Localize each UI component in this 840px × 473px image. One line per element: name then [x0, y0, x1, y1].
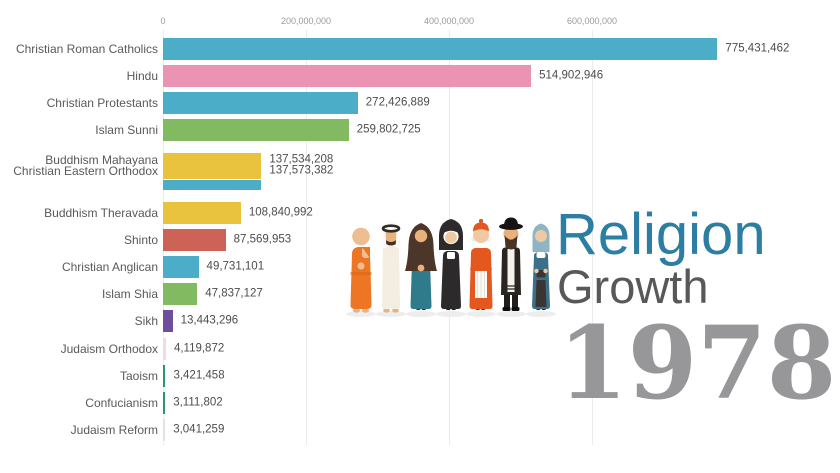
bar [163, 338, 166, 360]
category-label: Buddhism Theravada [44, 205, 158, 220]
value-label: 3,421,458 [173, 369, 225, 382]
value-label: 4,119,872 [173, 342, 225, 355]
value-label: 775,431,462 [725, 42, 790, 55]
catholic-nun-icon [439, 219, 463, 310]
value-label: 259,802,725 [356, 123, 421, 136]
bar [163, 392, 166, 414]
buddhist-monk-icon [350, 227, 372, 313]
value-label: 13,443,296 [180, 314, 239, 327]
axis-tick-label: 600,000,000 [566, 16, 618, 26]
jewish-rabbi-icon [499, 217, 523, 311]
value-label: 514,902,946 [539, 69, 604, 82]
axis-tick-label: 400,000,000 [423, 16, 475, 26]
christian-woman-icon [532, 223, 550, 310]
title-growth: Growth [557, 260, 709, 313]
category-label: Christian Roman Catholics [15, 42, 158, 56]
category-label: Hindu [126, 69, 158, 83]
category-label: Christian Protestants [46, 96, 158, 110]
category-label: Buddhism Mahayana [45, 153, 158, 167]
category-label: Christian Eastern Orthodox [13, 164, 158, 178]
catholic-cardinal-icon [469, 219, 493, 310]
religious-figures-illustration [346, 217, 556, 317]
bar [163, 38, 718, 60]
category-label: Sikh [134, 314, 158, 328]
gridline [306, 30, 307, 445]
value-label: 87,569,953 [233, 233, 292, 246]
bar [163, 365, 166, 387]
category-label: Shinto [123, 233, 158, 247]
value-label: 137,534,208 [269, 153, 334, 166]
bar [163, 92, 358, 114]
bar [163, 180, 262, 190]
value-label: 272,426,889 [365, 96, 430, 109]
category-label: Christian Anglican [61, 260, 158, 274]
muslim-woman-icon [405, 223, 437, 310]
bar [163, 283, 198, 305]
axis-tick-label: 0 [160, 16, 166, 26]
category-label: Taoism [119, 369, 158, 383]
value-label: 49,731,101 [206, 260, 265, 273]
value-label: 137,573,382 [269, 164, 334, 177]
value-label: 47,837,127 [205, 287, 263, 300]
value-label: 108,840,992 [248, 205, 313, 218]
bar [163, 201, 241, 224]
category-label: Islam Sunni [95, 123, 158, 137]
bar [163, 153, 262, 179]
bar [163, 256, 199, 278]
bar [163, 310, 173, 332]
title-religion: Religion [556, 202, 766, 267]
value-label: 3,041,259 [173, 423, 225, 436]
category-label: Judaism Orthodox [60, 342, 158, 356]
bar [163, 65, 532, 87]
bar [163, 229, 226, 251]
bar [163, 119, 349, 141]
category-label: Confucianism [85, 396, 158, 410]
category-label: Judaism Reform [70, 423, 158, 437]
bar [163, 419, 166, 441]
muslim-man-icon [381, 221, 401, 313]
axis-tick-label: 200,000,000 [280, 16, 332, 26]
value-label: 3,111,802 [173, 396, 223, 409]
year-counter: 1978 [558, 304, 837, 422]
category-label: Islam Shia [101, 287, 158, 301]
gridline [592, 30, 593, 445]
figure-shadows [346, 311, 556, 317]
